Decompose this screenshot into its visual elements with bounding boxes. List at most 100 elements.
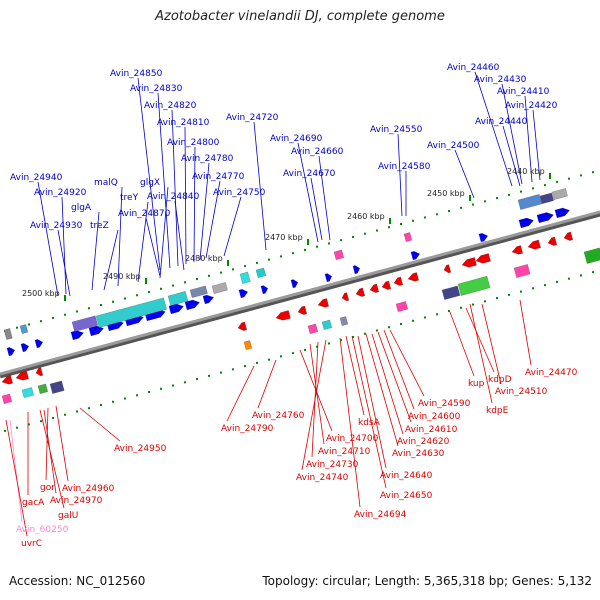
scale-tick-label: 2490 kbp (103, 272, 141, 281)
reverse-gene-arrow (1, 375, 14, 385)
forward-gene-arrow (554, 207, 570, 219)
callout-line (383, 329, 415, 410)
gene-label-avin-24830: Avin_24830 (130, 84, 183, 94)
map-title: Azotobacter vinelandii DJ, complete geno… (155, 9, 445, 24)
gene-label-avin-24470: Avin_24470 (525, 368, 578, 378)
gene-label-avin-24660: Avin_24660 (291, 147, 344, 157)
gene-label-avin-24950: Avin_24950 (114, 444, 167, 454)
scale-dot-lower (448, 310, 450, 313)
forward-gene-arrow (34, 339, 44, 349)
gene-label-avin-24740: Avin_24740 (296, 473, 349, 483)
feature-box (3, 328, 13, 340)
scale-dot-upper (172, 284, 174, 287)
callout-line (117, 186, 123, 287)
gene-label-kdpe: kdpE (486, 406, 509, 416)
scale-dot-upper (544, 184, 546, 187)
scale-dot-upper (448, 210, 450, 213)
callout-line (469, 303, 493, 404)
callout-line (389, 329, 425, 397)
scale-dot-upper (520, 190, 522, 193)
scale-dot-lower (136, 394, 138, 397)
scale-tick-mark (469, 195, 471, 201)
gene-label-gaca: gacA (22, 498, 45, 508)
scale-ticks: 2500 kbp 2490 kbp 2480 kbp 2470 kbp 2460 kbp… (22, 167, 551, 301)
scale-dot-lower (88, 407, 90, 410)
gene-label-avin-24920: Avin_24920 (34, 188, 87, 198)
scale-dot-lower (400, 323, 402, 325)
gene-label-avin-24620: Avin_24620 (397, 437, 450, 447)
scale-dot-upper (256, 261, 258, 264)
callout-line (57, 229, 71, 297)
scale-dot-lower (364, 332, 366, 335)
scale-tick-mark (389, 218, 391, 224)
scale-dot-upper (124, 297, 126, 300)
reverse-gene-arrow (355, 287, 366, 297)
callout-line (137, 201, 149, 283)
feature-box (583, 247, 600, 264)
callout-line (351, 335, 387, 489)
scale-dot-upper (16, 326, 18, 329)
scale-dot-lower (424, 316, 426, 319)
scale-dot-lower (304, 348, 306, 351)
gene-label-avin-24810: Avin_24810 (157, 118, 210, 128)
feature-box (255, 267, 267, 279)
gene-label-avin-24850: Avin_24850 (110, 69, 163, 79)
callout-line (226, 365, 255, 422)
scale-dot-upper (148, 291, 150, 294)
callout-line (318, 155, 331, 241)
scale-tick-label: 2440 kbp (507, 167, 545, 176)
gene-label-kdsa: kdsA (358, 418, 381, 428)
scale-tick-mark (227, 260, 229, 266)
forward-gene-arrow (238, 289, 249, 299)
feature-box (1, 393, 13, 405)
scale-dot-upper (592, 171, 594, 174)
callout-line (454, 149, 475, 199)
feature-box (239, 271, 251, 284)
gene-label-avin-24694: Avin_24694 (354, 510, 407, 520)
scale-dot-upper (364, 232, 366, 235)
scale-dot-lower (460, 306, 462, 309)
scale-dot-lower (184, 381, 186, 384)
scale-dot-upper (136, 294, 138, 297)
callout-line (345, 335, 365, 416)
gene-label-glga: glgA (71, 203, 92, 213)
scale-dot-upper (376, 229, 378, 232)
callout-line (145, 217, 161, 277)
scale-dot-lower (376, 329, 378, 332)
forward-gene-arrow (352, 265, 361, 275)
feature-box (167, 291, 189, 306)
scale-dot-lower (544, 284, 546, 287)
callout-line (297, 142, 319, 243)
reverse-gene-arrow (15, 370, 29, 381)
scale-dot-lower (268, 358, 270, 361)
scale-tick-mark (549, 173, 551, 179)
forward-gene-arrow (202, 294, 215, 305)
callout-line (9, 419, 23, 523)
scale-dot-lower (556, 280, 558, 283)
callout-line (159, 186, 169, 279)
gene-label-galu: galU (58, 511, 78, 521)
gene-label-kdpd: kdpD (488, 375, 512, 385)
gene-label-glgx: glgX (140, 178, 160, 188)
gene-label-avin-24770: Avin_24770 (192, 172, 245, 182)
gene-labels: Avin_24850 Avin_24830 Avin_24820 Avin_24810… (10, 63, 578, 549)
scale-tick-label: 2470 kbp (265, 233, 303, 242)
scale-dot-upper (424, 216, 426, 219)
gene-label-avin-24500: Avin_24500 (427, 141, 480, 151)
callout-line (193, 146, 196, 263)
scale-dot-upper (484, 200, 486, 203)
feature-box (441, 285, 461, 300)
gene-label-avin-24420: Avin_24420 (505, 101, 558, 111)
gene-label-avin-24840: Avin_24840 (147, 192, 200, 202)
gene-label-avin-24510: Avin_24510 (495, 387, 548, 397)
gene-label-avin-24940: Avin_24940 (10, 173, 63, 183)
scale-dot-lower (148, 391, 150, 394)
reverse-gene-arrow (393, 276, 404, 286)
reverse-gene-arrow (35, 367, 44, 377)
reverse-gene-arrow (527, 239, 541, 250)
scale-dot-lower (352, 335, 354, 338)
callout-line (310, 177, 323, 241)
callout-line (365, 333, 399, 447)
gene-label-avin-24800: Avin_24800 (167, 138, 220, 148)
